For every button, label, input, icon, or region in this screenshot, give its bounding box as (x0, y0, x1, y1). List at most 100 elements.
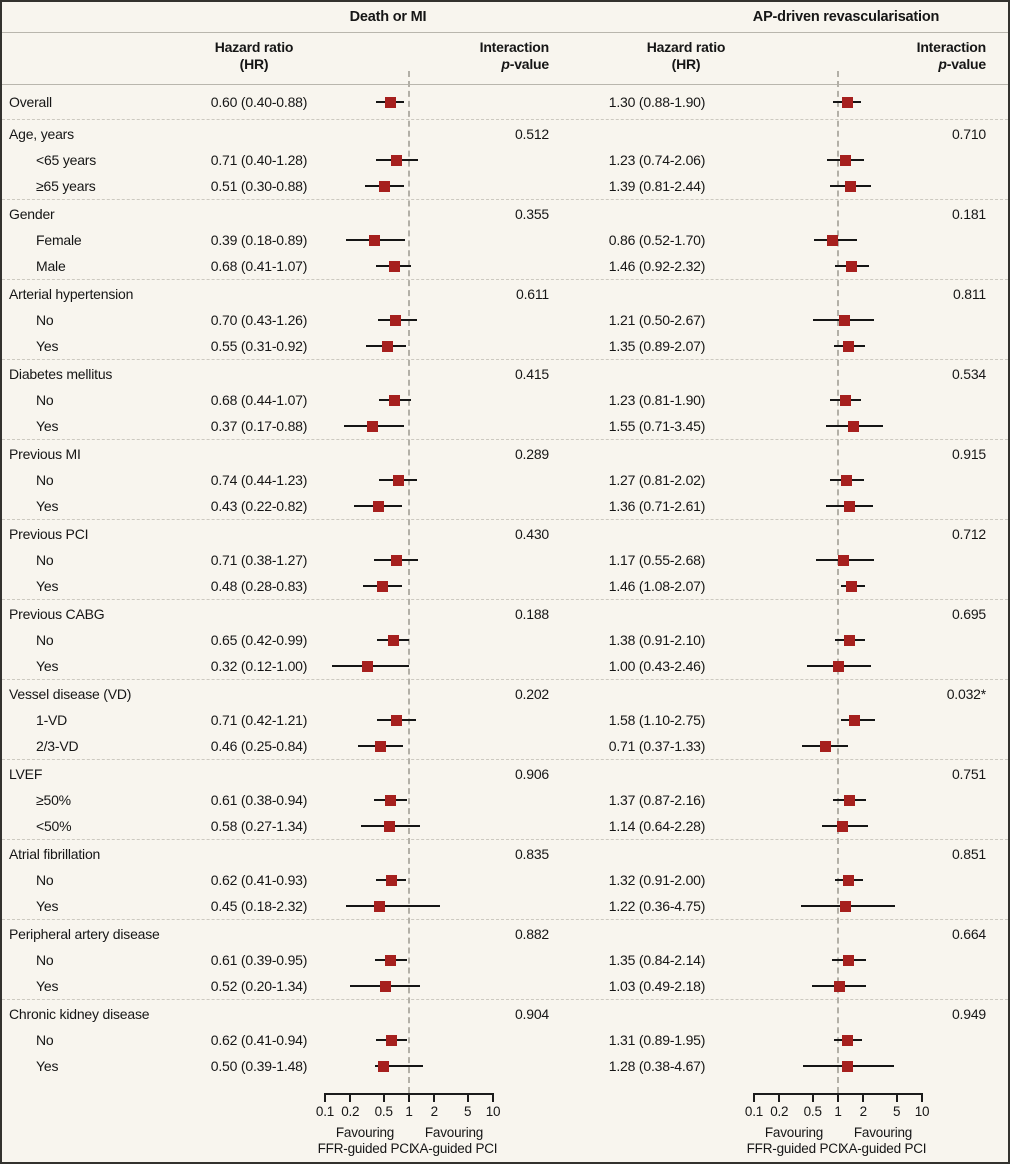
hr-ci-text: 0.60 (0.40-0.88) (210, 94, 308, 110)
favouring-label-xa: Favouring XA-guided PCI (839, 1125, 927, 1156)
subgroup-label: No (36, 952, 54, 968)
forest-plot-cell (749, 947, 926, 973)
forest-row-item: <50% 0.58 (0.27-1.34) 1.14 (0.64-2.28) (2, 813, 1008, 839)
hr-ci-text: 0.71 (0.42-1.21) (210, 712, 308, 728)
hr-ci-text: 1.35 (0.84-2.14) (608, 952, 706, 968)
interaction-p-value: 0.202 (514, 685, 549, 702)
forest-plot-cell (749, 787, 926, 813)
axis-tick (492, 1093, 494, 1102)
axis-tick-label: 0.2 (341, 1104, 360, 1119)
forest-plot-cell (320, 627, 497, 653)
forest-row-group: Previous PCI 0.430 0.712 (2, 519, 1008, 547)
group-label: Previous MI (9, 445, 81, 462)
hr-ci-text: 0.70 (0.43-1.26) (210, 312, 308, 328)
subgroup-label: <65 years (36, 152, 97, 168)
forest-row-item: Yes 0.32 (0.12-1.00) 1.00 (0.43-2.46) (2, 653, 1008, 679)
hr-ci-text: 1.55 (0.71-3.45) (608, 418, 706, 434)
subgroup-label: Yes (36, 1058, 59, 1074)
subgroup-label: 1-VD (36, 712, 68, 728)
interaction-p-value: 0.949 (951, 1005, 986, 1022)
hr-ci-text: 1.23 (0.74-2.06) (608, 152, 706, 168)
forest-row-item: Yes 0.50 (0.39-1.48) 1.28 (0.38-4.67) (2, 1053, 1008, 1079)
axis-tick-label: 0.5 (374, 1104, 393, 1119)
forest-plot-cell (749, 493, 926, 519)
hr-ci-text: 0.68 (0.41-1.07) (210, 258, 308, 274)
hr-ci-text: 1.14 (0.64-2.28) (608, 818, 706, 834)
forest-plot-cell (749, 653, 926, 679)
hr-ci-text: 0.86 (0.52-1.70) (608, 232, 706, 248)
group-label: Peripheral artery disease (9, 925, 160, 942)
hr-marker (846, 580, 858, 592)
ci-line (374, 1065, 424, 1067)
forest-plot-cell (749, 227, 926, 253)
interaction-p-value: 0.915 (951, 445, 986, 462)
hr-marker (832, 660, 844, 672)
axis-tick-label: 10 (485, 1104, 501, 1119)
hr-ci-text: 0.61 (0.38-0.94) (210, 792, 308, 808)
forest-plot-cell (320, 85, 497, 119)
hr-marker (374, 900, 386, 912)
forest-plot-cell (749, 733, 926, 759)
forest-row-item: ≥65 years 0.51 (0.30-0.88) 1.39 (0.81-2.44… (2, 173, 1008, 199)
forest-plot-cell (749, 1053, 926, 1079)
outcome-title-row: Death or MI AP-driven revascularisation (2, 2, 1008, 33)
forest-plot-cell (320, 1027, 497, 1053)
forest-rows: Overall 0.60 (0.40-0.88) 1.30 (0.88-1.90) A… (2, 71, 1008, 1093)
forest-plot-cell (749, 307, 926, 333)
forest-row-overall: Overall 0.60 (0.40-0.88) 1.30 (0.88-1.90) (2, 85, 1008, 119)
subgroup-label: ≥50% (36, 792, 71, 808)
hr-marker (386, 1034, 398, 1046)
axis-tick-label: 2 (430, 1104, 439, 1119)
axis-tick (895, 1093, 898, 1102)
forest-plot-cell (320, 253, 497, 279)
hr-ci-text: 1.37 (0.87-2.16) (608, 792, 706, 808)
axis-tick-label: 0.5 (803, 1104, 822, 1119)
forest-plot-cell (749, 573, 926, 599)
hr-ci-text: 1.17 (0.55-2.68) (608, 552, 706, 568)
forest-row-item: Male 0.68 (0.41-1.07) 1.46 (0.92-2.32) (2, 253, 1008, 279)
forest-plot-cell (749, 813, 926, 839)
forest-row-item: No 0.74 (0.44-1.23) 1.27 (0.81-2.02) (2, 467, 1008, 493)
forest-plot-cell (320, 787, 497, 813)
forest-row-item: No 0.71 (0.38-1.27) 1.17 (0.55-2.68) (2, 547, 1008, 573)
group-label: Chronic kidney disease (9, 1005, 150, 1022)
subgroup-label: 2/3-VD (36, 738, 79, 754)
hr-ci-text: 1.21 (0.50-2.67) (608, 312, 706, 328)
forest-plot-cell (749, 973, 926, 999)
hr-marker (833, 980, 845, 992)
axis-tick (921, 1093, 923, 1102)
forest-plot-cell (320, 413, 497, 439)
subgroup-label: No (36, 632, 54, 648)
forest-plot-cell (749, 173, 926, 199)
hr-ci-text: 0.62 (0.41-0.93) (210, 872, 308, 888)
subgroup-label: Yes (36, 898, 59, 914)
hr-marker (842, 1034, 854, 1046)
forest-plot-cell (749, 467, 926, 493)
interaction-p-value: 0.512 (514, 125, 549, 142)
forest-row-group: Age, years 0.512 0.710 (2, 119, 1008, 147)
hr-ci-text: 0.51 (0.30-0.88) (210, 178, 308, 194)
forest-row-item: 2/3-VD 0.46 (0.25-0.84) 0.71 (0.37-1.33) (2, 733, 1008, 759)
hr-ci-text: 0.48 (0.28-0.83) (210, 578, 308, 594)
forest-plot-cell (320, 173, 497, 199)
hr-ci-text: 1.30 (0.88-1.90) (608, 94, 706, 110)
hr-marker (843, 954, 855, 966)
forest-plot-cell (749, 413, 926, 439)
hr-marker (841, 1060, 853, 1072)
hr-marker (385, 954, 397, 966)
subgroup-label: Yes (36, 338, 59, 354)
hr-marker (391, 554, 402, 566)
hr-marker (376, 580, 388, 592)
axis-tick (324, 1093, 326, 1102)
hr-ci-text: 0.58 (0.27-1.34) (210, 818, 308, 834)
hr-marker (378, 1060, 390, 1072)
axis-tick (811, 1093, 814, 1102)
axis-tick (837, 1093, 839, 1102)
forest-plot-cell (749, 85, 926, 119)
hazard-ratio-header-left: Hazard ratio (HR) (214, 39, 294, 72)
subgroup-label: Male (36, 258, 66, 274)
reference-line-left (408, 71, 410, 1093)
hr-ci-text: 1.00 (0.43-2.46) (608, 658, 706, 674)
interaction-p-value: 0.751 (951, 765, 986, 782)
interaction-p-value: 0.289 (514, 445, 549, 462)
